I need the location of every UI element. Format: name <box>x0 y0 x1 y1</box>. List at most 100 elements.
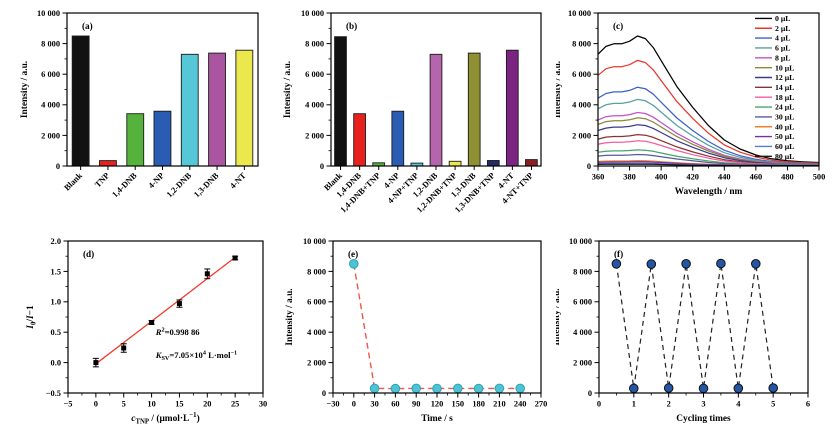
y-tick-label: 0 <box>56 162 60 171</box>
data-point <box>629 383 639 394</box>
x-tick-label: 5 <box>771 400 775 409</box>
panel-label: (f) <box>614 249 623 259</box>
bar-4-NP <box>391 110 405 167</box>
data-point <box>121 345 127 351</box>
x-category-label: 1,2-DNB <box>165 171 194 200</box>
data-point <box>751 259 761 269</box>
x-tick-label: 0 <box>94 400 98 409</box>
x-axis-title: Wavelength / nm <box>675 187 743 197</box>
x-tick-label: 380 <box>623 173 636 182</box>
data-point <box>663 383 674 393</box>
y-tick-label: 8 000 <box>573 267 592 276</box>
data-point <box>149 320 155 325</box>
x-tick-label: 30 <box>370 400 378 409</box>
axes-box <box>67 240 264 394</box>
x-category-label: 1,4-DNB <box>110 171 139 200</box>
y-tick-label: 0 <box>320 162 324 171</box>
bar-Blank <box>71 35 90 167</box>
bar-1,3-DNB+TNP <box>486 160 500 167</box>
y-tick-label: 6 000 <box>305 70 324 79</box>
y-tick-label: 2 000 <box>573 359 592 368</box>
series-line-4 μL <box>597 86 820 165</box>
axis-ticks-c: 0 2 000 4 000 6 000 8 000 10 000 360 380 400 420 4… <box>568 9 825 182</box>
chart-a-bar: 0 2 000 4 000 6 000 8 000 10 000 Blank TNP 1,4-D… <box>20 9 259 200</box>
x-category-label: Blank <box>63 171 85 193</box>
y-axis-title: Intensity / a.u. <box>283 61 293 118</box>
legend-label: 50 μL <box>775 132 794 141</box>
data-point <box>411 383 421 394</box>
y-tick-label: 2 000 <box>41 131 60 140</box>
bar-1,4-DNB <box>126 113 145 167</box>
axis-ticks-d: −0.5 0.0 0.5 1.0 1.5 2.0 −5 0 5 10 15 20 25 30 <box>46 237 267 409</box>
axes-box <box>598 240 809 394</box>
legend-label: 60 μL <box>775 142 794 151</box>
data-point <box>515 383 525 394</box>
legend-label: 4 μL <box>775 34 790 43</box>
y-tick-label: 4 000 <box>572 101 591 110</box>
panel-d: R2=0.998 86 KSV=7.05×104 L·mol−1 −0.5 0.0 0.… <box>0 218 278 437</box>
bar-1,4-DNB <box>353 113 366 167</box>
x-tick-label: 420 <box>686 173 699 182</box>
data-point <box>611 259 622 269</box>
legend-label: 12 μL <box>775 73 794 82</box>
y-tick-label: 4 000 <box>305 101 324 110</box>
legend-label: 80 μL <box>775 152 794 161</box>
y-tick-label: 8 000 <box>307 267 326 276</box>
data-point <box>390 383 401 394</box>
y-tick-label: 6 000 <box>572 70 591 79</box>
panel-label: (d) <box>83 249 94 259</box>
x-category-label: 1,3-DNB <box>192 171 221 200</box>
plot-area-b <box>334 36 538 167</box>
fit-line <box>95 256 236 365</box>
x-tick-label: 460 <box>750 173 763 182</box>
plot-area-e <box>349 259 525 394</box>
bar-4-NT <box>235 49 254 167</box>
panel-label: (b) <box>346 21 357 31</box>
y-tick-label: 0 <box>322 389 326 398</box>
legend-label: 14 μL <box>775 83 794 92</box>
y-axis-title: Intensity / a.u. <box>556 61 563 118</box>
x-tick-label: 3 <box>701 400 705 409</box>
annotation: R2=0.998 86 <box>155 327 201 338</box>
data-point <box>453 383 463 394</box>
chart-d-stern-volmer: R2=0.998 86 KSV=7.05×104 L·mol−1 −0.5 0.0 0.… <box>26 237 267 425</box>
data-point <box>93 360 99 366</box>
y-tick-label: 10 000 <box>569 237 592 246</box>
x-tick-label: 210 <box>493 400 506 409</box>
bar-Blank <box>334 36 347 167</box>
legend-label: 24 μL <box>775 103 794 112</box>
x-tick-label: 30 <box>259 400 267 409</box>
x-tick-label: 6 <box>806 400 810 409</box>
x-tick-label: 2 <box>667 400 671 409</box>
y-axis-title: Intensity / a.u. <box>20 61 30 118</box>
bar-TNP <box>99 160 117 167</box>
y-tick-label: 8 000 <box>572 40 591 49</box>
x-tick-label: 400 <box>655 173 668 182</box>
x-tick-label: 10 <box>147 400 155 409</box>
x-tick-label: −30 <box>326 400 339 409</box>
y-tick-label: 1.0 <box>51 298 61 307</box>
data-point <box>698 383 709 394</box>
axis-ticks-f: 0 2 000 4 000 6 000 8 000 10 000 0 1 2 3 4 5 6 <box>569 237 810 409</box>
y-tick-label: 4 000 <box>573 328 592 337</box>
y-tick-label: −0.5 <box>46 389 61 398</box>
y-tick-label: 8 000 <box>41 40 60 49</box>
legend-label: 2 μL <box>775 24 790 33</box>
y-axis-title: Intensity / a.u. <box>556 288 562 345</box>
bar-1,2-DNB <box>180 53 199 167</box>
x-tick-label: 90 <box>412 400 420 409</box>
x-tick-label: 440 <box>718 173 731 182</box>
data-point <box>176 301 182 307</box>
panel-f: 0 2 000 4 000 6 000 8 000 10 000 0 1 2 3 4 5 6 Intens… <box>556 218 834 437</box>
bar-1,2-DNB+TNP <box>448 160 462 167</box>
x-tick-label: 360 <box>592 173 605 182</box>
y-tick-label: 1.5 <box>51 267 61 276</box>
legend-label: 30 μL <box>775 113 794 122</box>
bar-1,3-DNB <box>208 52 226 167</box>
x-category-label: 4-NP <box>147 171 166 190</box>
x-tick-label: 500 <box>813 173 826 182</box>
plot-area-f <box>611 258 778 394</box>
